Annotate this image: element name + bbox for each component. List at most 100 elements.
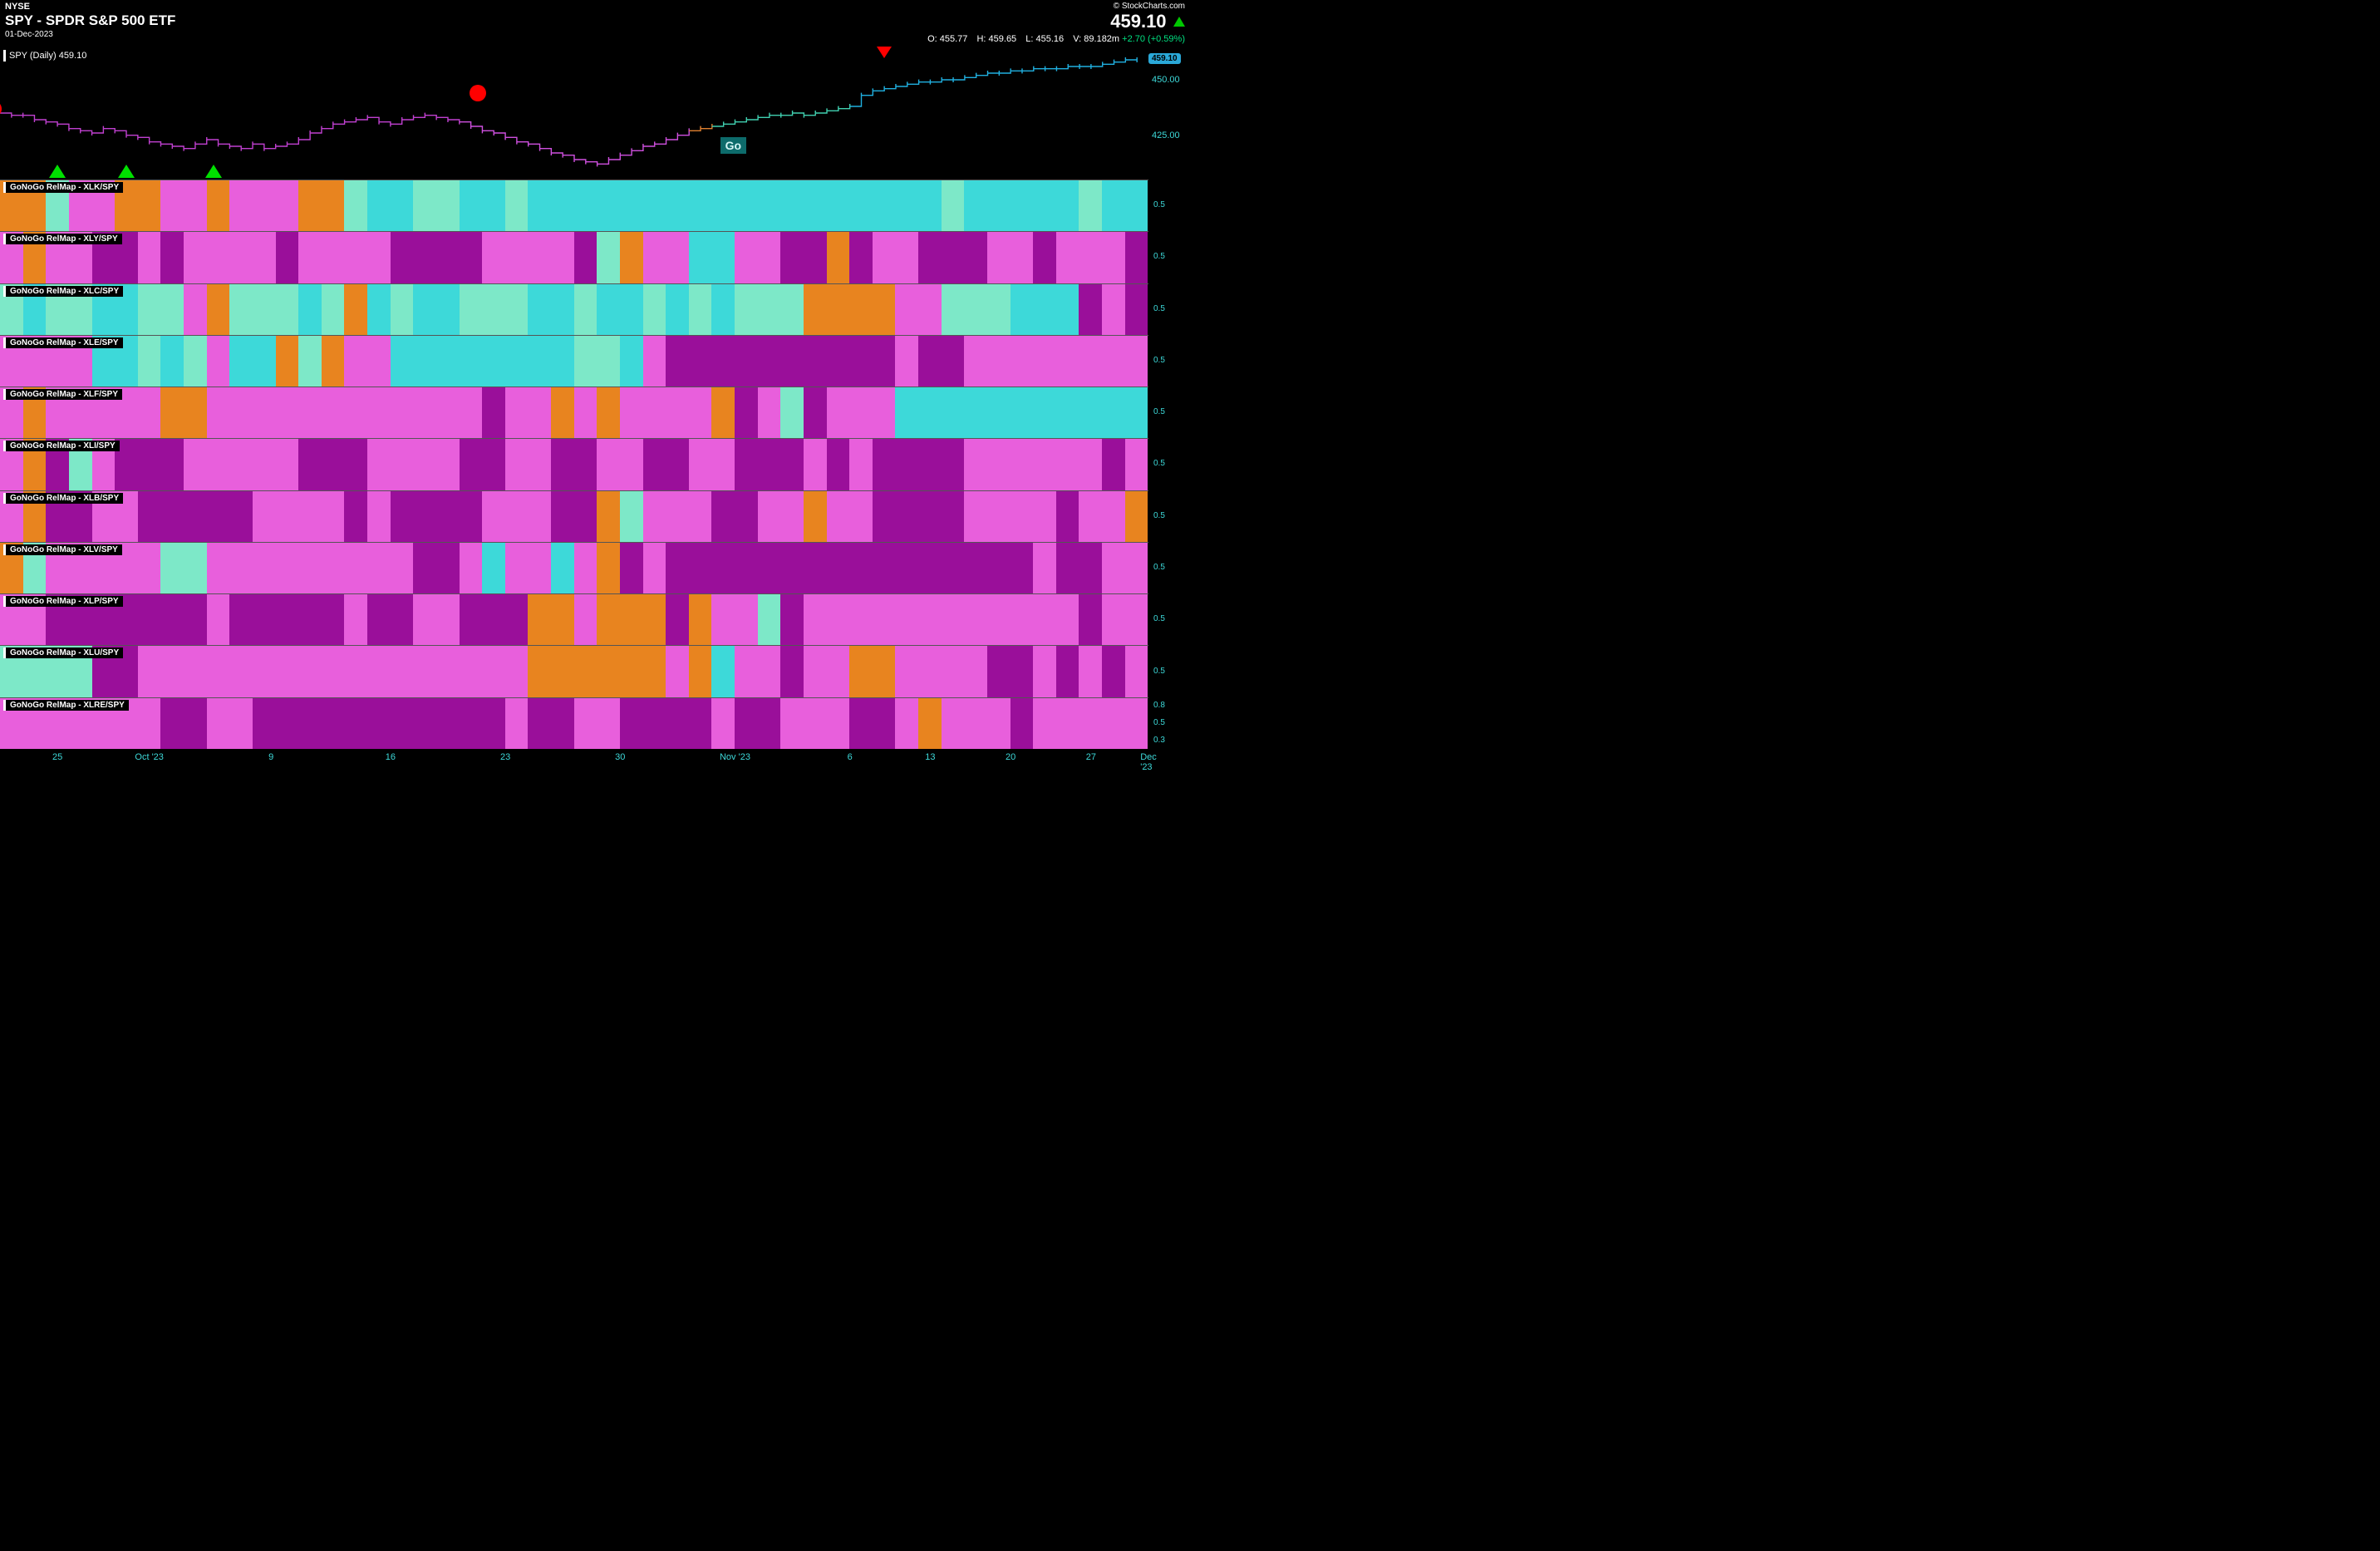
relmap-cell [689, 387, 712, 438]
relmap-cell [711, 439, 735, 490]
relmap-cell [1011, 491, 1034, 542]
relmap-cell [298, 491, 322, 542]
relmap-cell [574, 232, 597, 283]
relmap-cell [253, 387, 276, 438]
relmap-cell [367, 284, 391, 335]
relmap-cell [413, 336, 436, 387]
relmap-cell [160, 439, 184, 490]
relmap-cell [918, 698, 942, 749]
relmap-cell [574, 491, 597, 542]
relmap-cell [620, 698, 643, 749]
relmap-cell [436, 543, 460, 593]
relmap-area[interactable]: GoNoGo RelMap - XLK/SPY GoNoGo RelMap - X… [0, 180, 1148, 749]
price-panel[interactable]: SPY (Daily) 459.10 Go [0, 47, 1148, 180]
relmap-cell [528, 387, 551, 438]
x-tick: 16 [386, 752, 396, 762]
relmap-cell [895, 387, 918, 438]
relmap-cell [942, 698, 965, 749]
relmap-cell [620, 387, 643, 438]
relmap-label: GoNoGo RelMap - XLK/SPY [3, 182, 123, 193]
relmap-cell [138, 594, 161, 645]
relmap-cell [804, 232, 827, 283]
relmap-cell [1079, 491, 1102, 542]
relmap-cell [895, 698, 918, 749]
relmap-cell [229, 336, 253, 387]
relmap-cell [873, 491, 896, 542]
relmap-cell [827, 439, 850, 490]
relmap-cell [918, 180, 942, 231]
relmap-cell [276, 439, 299, 490]
relmap-cell [460, 491, 483, 542]
chart-container: NYSE SPY - SPDR S&P 500 ETF 01-Dec-2023 … [0, 0, 1190, 776]
relmap-cell [711, 646, 735, 697]
relmap-cell [758, 439, 781, 490]
relmap-cell [322, 698, 345, 749]
relmap-cell [827, 698, 850, 749]
relmap-cell [873, 646, 896, 697]
relmap-cell [987, 232, 1011, 283]
relmap-cell [413, 284, 436, 335]
relmap-row: GoNoGo RelMap - XLI/SPY [0, 438, 1148, 490]
relmap-cell [1011, 180, 1034, 231]
relmap-cell [964, 232, 987, 283]
relmap-cell [1125, 491, 1148, 542]
relmap-label: GoNoGo RelMap - XLV/SPY [3, 544, 122, 555]
relmap-cell [460, 543, 483, 593]
relmap-cell [849, 387, 873, 438]
relmap-cell [1102, 284, 1125, 335]
relmap-cell [1125, 284, 1148, 335]
relmap-cell [620, 491, 643, 542]
relmap-cell [367, 387, 391, 438]
relmap-cell [620, 543, 643, 593]
relmap-cell [735, 698, 758, 749]
relmap-cell [229, 232, 253, 283]
relmap-cell [413, 439, 436, 490]
relmap-cell [298, 543, 322, 593]
relmap-cell [597, 543, 620, 593]
relmap-cell [528, 180, 551, 231]
relmap-cell [138, 180, 161, 231]
relmap-cell [184, 439, 207, 490]
relmap-cell [666, 646, 689, 697]
relmap-cell [276, 387, 299, 438]
relmap-cell [1033, 543, 1056, 593]
relmap-cell [276, 698, 299, 749]
relmap-cell [964, 646, 987, 697]
relmap-cell [253, 439, 276, 490]
relmap-cell [253, 180, 276, 231]
relmap-cell [666, 698, 689, 749]
relmap-cell [436, 232, 460, 283]
relmap-cell [987, 336, 1011, 387]
relmap-cell [184, 284, 207, 335]
relmap-cell [1056, 439, 1079, 490]
relmap-cell [276, 594, 299, 645]
relmap-label: GoNoGo RelMap - XLF/SPY [3, 389, 122, 400]
relmap-cell [1079, 543, 1102, 593]
relmap-cell [1102, 698, 1125, 749]
relmap-cell [367, 232, 391, 283]
relmap-cell [574, 439, 597, 490]
relmap-cell [804, 491, 827, 542]
x-tick: 13 [925, 752, 935, 762]
relmap-cell [322, 491, 345, 542]
ohlc-row: O: 455.77 H: 459.65 L: 455.16 V: 89.182m… [921, 34, 1185, 44]
relmap-cell [620, 180, 643, 231]
x-tick: 20 [1006, 752, 1015, 762]
relmap-label: GoNoGo RelMap - XLC/SPY [3, 286, 123, 297]
relmap-cell [689, 439, 712, 490]
relmap-cell [758, 336, 781, 387]
relmap-cell [460, 232, 483, 283]
relmap-cell [711, 387, 735, 438]
relmap-cell [689, 336, 712, 387]
relmap-cell [873, 180, 896, 231]
relmap-cell [551, 543, 574, 593]
relmap-cell [873, 387, 896, 438]
relmap-tick: 0.5 [1153, 511, 1165, 520]
relmap-row: GoNoGo RelMap - XLY/SPY [0, 231, 1148, 283]
relmap-cell [643, 698, 666, 749]
relmap-cell [689, 491, 712, 542]
relmap-cell [827, 180, 850, 231]
relmap-cell [460, 284, 483, 335]
relmap-cell [138, 336, 161, 387]
relmap-cell [482, 646, 505, 697]
